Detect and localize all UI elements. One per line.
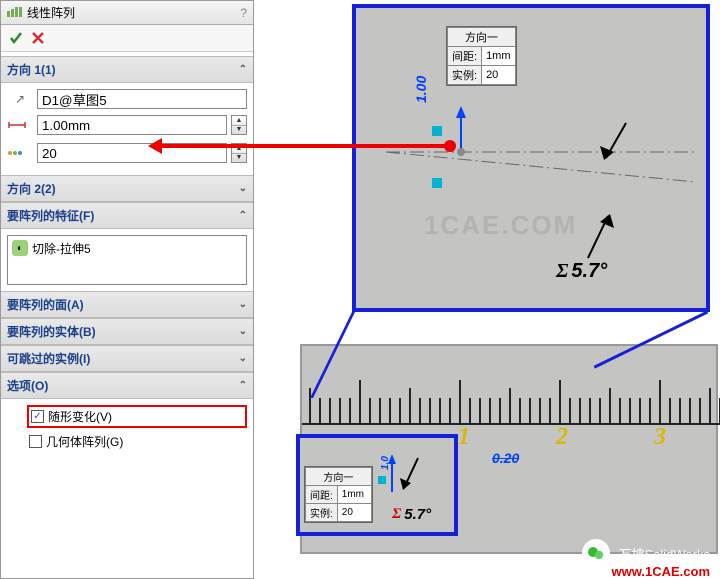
checkbox-checked-icon: ✓ [31, 410, 44, 423]
panel-title-bar: 线性阵列 ? [1, 1, 253, 25]
section-bodies-label: 要阵列的实体(B) [7, 323, 96, 340]
expand-icon: ⌄ [239, 326, 247, 337]
help-icon[interactable]: ? [240, 6, 247, 20]
section-skip[interactable]: 可跳过的实例(I) ⌄ [1, 345, 253, 372]
wechat-icon [582, 539, 610, 567]
detail-view-top: 方向一 间距: 1mm 实例: 20 1.00 [352, 4, 710, 312]
distance-input[interactable] [37, 115, 227, 135]
expand-icon: ⌄ [239, 183, 247, 194]
sigma-symbol-b: Σ [392, 506, 401, 523]
sketch-graphics-top: 1.00 [356, 8, 706, 308]
collapse-icon: ⌃ [239, 64, 247, 75]
expand-icon: ⌄ [239, 353, 247, 364]
section-direction1[interactable]: 方向 1(1) ⌃ [1, 56, 253, 83]
direction-ref-input[interactable] [37, 89, 247, 109]
sketch-graphics-bottom: 1.0 [300, 438, 460, 538]
section-direction1-label: 方向 1(1) [7, 61, 56, 78]
section-direction2-label: 方向 2(2) [7, 180, 56, 197]
dim-020: 0.20 [492, 450, 519, 466]
expand-icon: ⌄ [239, 299, 247, 310]
distance-icon [7, 118, 33, 132]
features-listbox[interactable]: ◐ 切除-拉伸5 [7, 235, 247, 285]
angle-value-b: 5.7° [404, 506, 431, 523]
direction1-body: ↗ ▲▼ ▲▼ [1, 83, 253, 175]
reverse-icon[interactable]: ↗ [7, 92, 33, 106]
feature-item-icon: ◐ [12, 240, 28, 256]
footer-url: www.1CAE.com [612, 564, 710, 579]
section-options[interactable]: 选项(O) ⌃ [1, 372, 253, 399]
distance-spinner[interactable]: ▲▼ [231, 115, 247, 135]
section-features-label: 要阵列的特征(F) [7, 207, 94, 224]
detail-view-bottom: 方向一 间距: 1mm 实例: 20 1.0 Σ 5.7° [296, 434, 458, 536]
linear-pattern-icon [7, 6, 23, 20]
section-direction2[interactable]: 方向 2(2) ⌄ [1, 175, 253, 202]
geometry-pattern-label: 几何体阵列(G) [46, 433, 123, 450]
callout-arrow [154, 144, 450, 148]
collapse-icon: ⌃ [239, 210, 247, 221]
ruler-num-3: 3 [654, 424, 666, 451]
section-options-label: 选项(O) [7, 377, 48, 394]
footer-brand: 万坤SolidWorks [582, 539, 710, 567]
panel-title: 线性阵列 [27, 4, 75, 21]
vary-sketch-checkbox-row[interactable]: ✓ 随形变化(V) [27, 405, 247, 428]
angle-label-top: Σ 5.7° [556, 260, 607, 283]
geometry-pattern-checkbox-row[interactable]: 几何体阵列(G) [27, 432, 247, 451]
property-manager-panel: 线性阵列 ? 方向 1(1) ⌃ ↗ ▲▼ ▲▼ 方向 2(2) ⌄ 要阵列的特… [0, 0, 254, 579]
count-icon [7, 147, 33, 159]
watermark: 1CAE.COM [424, 210, 577, 241]
angle-label-bottom: Σ 5.7° [392, 506, 431, 523]
sigma-symbol: Σ [556, 260, 568, 283]
section-faces-label: 要阵列的面(A) [7, 296, 84, 313]
confirm-bar [1, 25, 253, 52]
section-faces[interactable]: 要阵列的面(A) ⌄ [1, 291, 253, 318]
ruler-num-2: 2 [556, 424, 568, 451]
section-skip-label: 可跳过的实例(I) [7, 350, 90, 367]
brand-text: 万坤SolidWorks [618, 544, 710, 563]
cancel-icon[interactable] [29, 29, 47, 47]
checkbox-unchecked-icon [29, 435, 42, 448]
features-body: ◐ 切除-拉伸5 [1, 229, 253, 291]
ok-icon[interactable] [7, 29, 25, 47]
angle-value: 5.7° [571, 260, 607, 283]
canvas-area: 方向一 间距: 1mm 实例: 20 1.00 [254, 0, 720, 579]
collapse-icon: ⌃ [239, 380, 247, 391]
section-features[interactable]: 要阵列的特征(F) ⌃ [1, 202, 253, 229]
svg-text:1.00: 1.00 [413, 76, 429, 103]
vary-sketch-label: 随形变化(V) [48, 408, 112, 425]
options-body: ✓ 随形变化(V) 几何体阵列(G) [1, 399, 253, 461]
feature-item-label: 切除-拉伸5 [32, 240, 91, 257]
section-bodies[interactable]: 要阵列的实体(B) ⌄ [1, 318, 253, 345]
